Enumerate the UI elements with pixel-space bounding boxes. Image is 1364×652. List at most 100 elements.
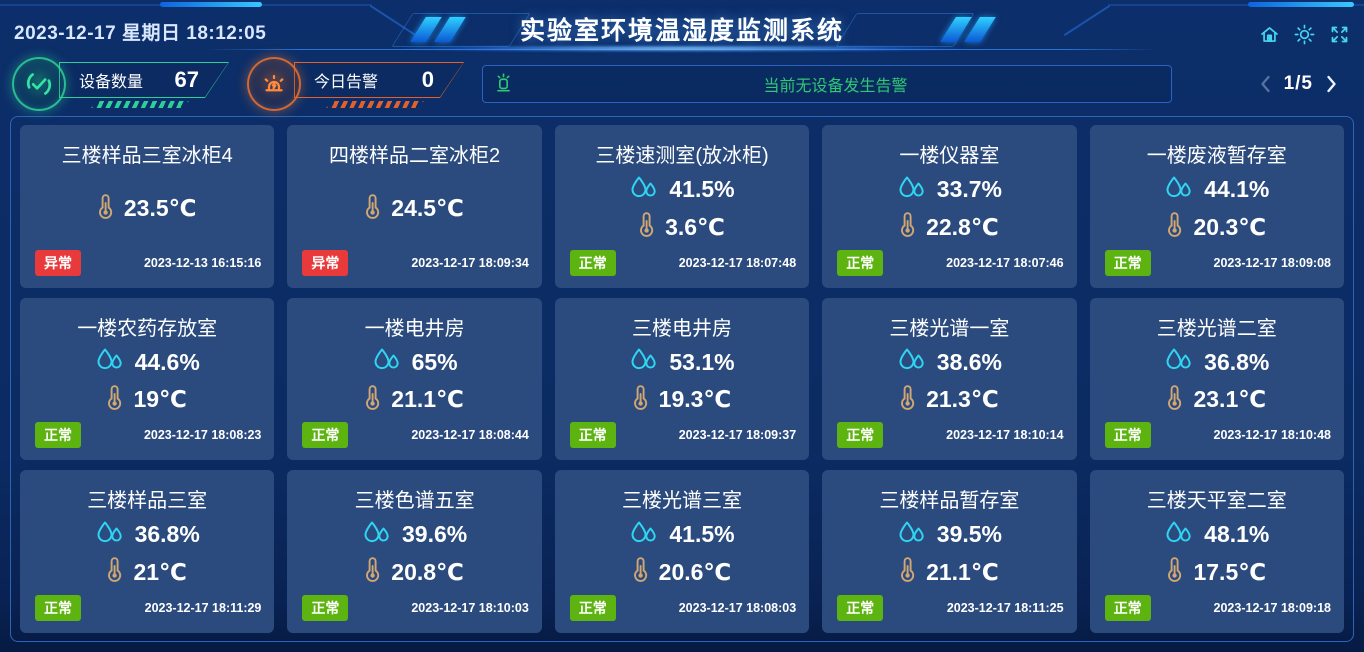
device-count-label: 设备数量 [79,74,144,91]
timestamp: 2023-12-17 18:10:03 [411,601,529,615]
today-alarm-box: 今日告警 0 [294,60,464,108]
humidity-drops-icon [897,175,926,205]
timestamp: 2023-12-17 18:11:25 [946,601,1064,615]
siren-circle-icon [247,57,301,111]
humidity-drops-icon [1164,520,1193,550]
temperature-row: 19℃ [107,384,187,416]
room-name: 三楼光谱一室 [889,317,1010,340]
timestamp: 2023-12-13 16:15:16 [143,255,262,270]
room-metrics: 39.5% 21.1℃ [822,513,1076,595]
temperature-row: 23.1℃ [1167,384,1266,416]
humidity-value: 38.6% [936,348,1002,375]
thermometer-icon [365,193,380,225]
humidity-value: 44.6% [134,348,200,375]
alert-ticker-bar: 当前无设备发生告警 [482,65,1172,103]
thermometer-icon [1167,384,1182,416]
prev-page-button[interactable] [1259,75,1272,93]
temperature-value: 21.1℃ [391,386,464,413]
humidity-value: 44.1% [1204,176,1270,203]
thermometer-icon [633,556,648,588]
humidity-value: 41.5% [669,176,735,203]
room-card[interactable]: 三楼样品三室 36.8% [20,470,275,633]
temperature-row: 3.6℃ [639,211,725,243]
timestamp: 2023-12-17 18:10:14 [946,428,1064,443]
home-icon[interactable] [1259,24,1280,45]
status-badge: 正常 [302,595,349,621]
room-card[interactable]: 一楼仪器室 33.7% 2 [822,125,1077,288]
header: 2023-12-17 星期日 18:12:05 实验室环境温湿度监测系统 [0,0,1364,56]
humidity-row: 33.7% [897,175,1002,205]
check-circle-icon [12,57,66,111]
fullscreen-icon[interactable] [1329,24,1350,45]
temperature-row: 20.6℃ [633,556,731,588]
temperature-value: 3.6℃ [665,213,725,240]
timestamp: 2023-12-17 18:07:46 [946,255,1064,270]
thermometer-icon [98,193,113,225]
room-name: 三楼光谱三室 [621,490,742,513]
timestamp: 2023-12-17 18:09:37 [678,428,797,443]
room-card[interactable]: 三楼电井房 53.1% 1 [554,297,810,461]
room-card[interactable]: 一楼农药存放室 44.6% [20,297,275,461]
room-card[interactable]: 三楼光谱二室 36.8% [1089,297,1344,461]
room-name: 三楼天平室二室 [1146,490,1287,513]
next-page-button[interactable] [1325,75,1338,93]
humidity-value: 39.6% [401,521,468,548]
room-card-footer: 正常 2023-12-17 18:11:29 [20,595,274,621]
gear-icon[interactable] [1294,24,1315,45]
timestamp: 2023-12-17 18:09:08 [1213,255,1331,270]
humidity-row: 65% [372,347,458,377]
header-icon-group [1259,24,1350,45]
room-card[interactable]: 三楼光谱三室 41.5% [554,470,810,633]
room-card[interactable]: 三楼样品三室冰柜4 23.5℃ 异常 2023-12-13 16:15:16 [20,125,275,288]
humidity-row: 38.6% [897,347,1002,377]
room-metrics: 41.5% 20.6℃ [555,513,809,595]
thermometer-icon [365,556,380,588]
room-card[interactable]: 三楼速测室(放冰柜) 41.5% [554,125,810,288]
temperature-value: 21.3℃ [926,386,999,413]
thermometer-icon [900,211,915,243]
temperature-row: 21℃ [107,556,187,588]
room-name: 三楼光谱二室 [1156,317,1277,340]
thermometer-icon [633,384,648,416]
room-card-footer: 正常 2023-12-17 18:07:46 [822,249,1076,276]
humidity-drops-icon [1164,347,1193,377]
room-metrics: 41.5% 3.6℃ [555,168,809,250]
pagination: 1/5 [1259,73,1346,95]
room-card[interactable]: 三楼样品暂存室 39.5% [822,470,1077,633]
temperature-value: 19℃ [133,386,187,413]
temperature-row: 20.8℃ [365,556,464,588]
room-metrics: 44.6% 19℃ [20,341,274,423]
room-card[interactable]: 四楼样品二室冰柜2 24.5℃ 异常 2023-12-17 18:09:34 [287,125,542,288]
header-glow-line [402,45,962,52]
room-card-footer: 正常 2023-12-17 18:07:48 [555,249,809,276]
today-alarm-label: 今日告警 [314,74,379,91]
room-metrics: 53.1% 19.3℃ [555,341,809,423]
humidity-value: 53.1% [669,348,735,375]
status-badge: 正常 [569,249,616,276]
room-card[interactable]: 三楼天平室二室 48.1% [1089,470,1344,633]
room-card-footer: 正常 2023-12-17 18:09:37 [555,422,809,449]
temperature-value: 21.1℃ [926,558,999,585]
room-card-footer: 正常 2023-12-17 18:10:14 [822,422,1076,449]
status-badge: 正常 [1104,422,1151,449]
room-card[interactable]: 三楼光谱一室 38.6% [822,297,1077,461]
humidity-drops-icon [1164,175,1193,205]
room-card[interactable]: 一楼废液暂存室 44.1% [1089,125,1344,288]
thermometer-icon [1167,211,1182,243]
temperature-row: 20.3℃ [1167,211,1266,243]
temperature-value: 23.1℃ [1193,386,1267,413]
humidity-row: 41.5% [629,175,735,205]
humidity-drops-icon [629,175,658,205]
room-card[interactable]: 一楼电井房 65% 21. [287,297,542,461]
room-card[interactable]: 三楼色谱五室 39.6% [287,470,542,633]
room-card-footer: 正常 2023-12-17 18:09:08 [1090,249,1344,276]
status-badge: 正常 [302,422,349,449]
room-name: 三楼样品暂存室 [879,490,1020,513]
alarm-hatch-decoration [326,101,424,108]
timestamp: 2023-12-17 18:08:44 [411,428,529,443]
room-name: 一楼农药存放室 [77,317,218,340]
humidity-value: 33.7% [936,176,1002,203]
rooms-grid: 三楼样品三室冰柜4 23.5℃ 异常 2023-12-13 16:15:16 四… [20,125,1344,633]
timestamp: 2023-12-17 18:08:23 [143,428,262,443]
temperature-value: 24.5℃ [391,195,464,222]
